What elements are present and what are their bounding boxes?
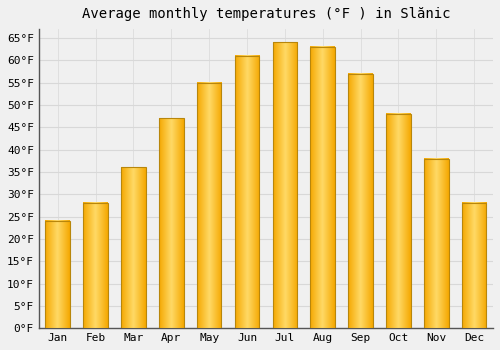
Bar xyxy=(121,167,146,328)
Bar xyxy=(386,114,410,328)
Bar xyxy=(46,221,70,328)
Bar xyxy=(348,74,373,328)
Bar xyxy=(424,159,448,328)
Title: Average monthly temperatures (°F ) in Slănic: Average monthly temperatures (°F ) in Sl… xyxy=(82,7,450,21)
Bar xyxy=(197,83,222,328)
Bar xyxy=(310,47,335,328)
Bar xyxy=(272,42,297,328)
Bar xyxy=(234,56,260,328)
Bar xyxy=(159,118,184,328)
Bar xyxy=(84,203,108,328)
Bar xyxy=(462,203,486,328)
